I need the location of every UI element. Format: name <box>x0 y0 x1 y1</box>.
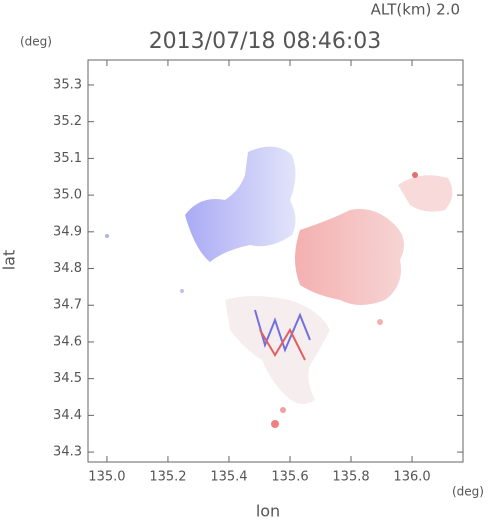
echo-spot <box>280 407 286 413</box>
plot-frame <box>87 59 464 463</box>
y-tick-label: 35.2 <box>53 114 82 129</box>
red-streak <box>259 327 306 361</box>
y-tick-label: 34.6 <box>53 334 82 349</box>
y-tick-label: 34.5 <box>53 371 82 386</box>
y-tick-label: 34.8 <box>53 261 82 276</box>
echo-spot <box>105 234 109 238</box>
y-tick-label: 34.7 <box>53 298 82 313</box>
x-tick-label: 136.0 <box>393 470 430 485</box>
x-label: lon <box>256 502 280 521</box>
x-tick-label: 135.0 <box>88 470 125 485</box>
chart-title: 2013/07/18 08:46:03 <box>149 29 382 54</box>
x-tick-label: 135.2 <box>149 470 186 485</box>
y-tick-label: 34.3 <box>53 445 82 460</box>
y-unit: (deg) <box>20 35 52 49</box>
red-region <box>295 209 404 305</box>
echo-spot <box>180 289 184 293</box>
echo-spot <box>377 319 383 325</box>
y-tick-label: 35.0 <box>53 188 82 203</box>
altitude-label: ALT(km) 2.0 <box>371 1 460 19</box>
blue-streak <box>254 309 311 353</box>
y-tick-label: 34.4 <box>53 408 82 423</box>
x-unit: (deg) <box>452 485 484 499</box>
y-tick-label: 35.1 <box>53 151 82 166</box>
y-label: lat <box>0 250 19 271</box>
x-tick-label: 135.8 <box>332 470 369 485</box>
echo-spot <box>412 172 418 178</box>
echo-regions <box>105 146 453 428</box>
echo-spot <box>271 420 279 428</box>
y-tick-label: 34.9 <box>53 224 82 239</box>
y-tick-label: 35.3 <box>53 77 82 92</box>
x-tick-label: 135.4 <box>210 470 247 485</box>
x-tick-label: 135.6 <box>271 470 308 485</box>
blue-region <box>185 146 296 262</box>
red-region <box>398 175 453 212</box>
